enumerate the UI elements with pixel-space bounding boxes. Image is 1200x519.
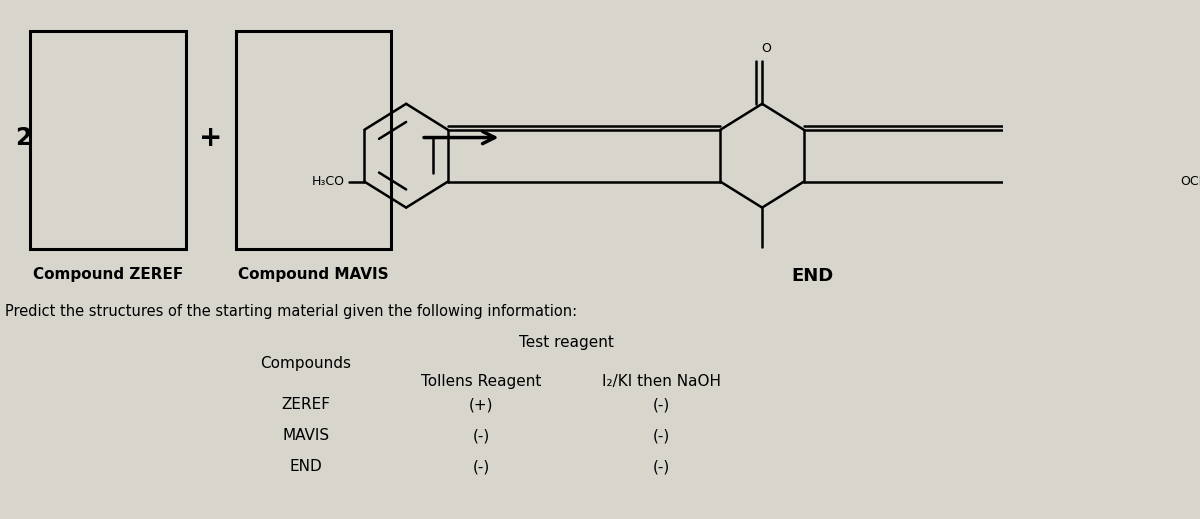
Text: Compounds: Compounds [260,356,352,371]
Text: Predict the structures of the starting material given the following information:: Predict the structures of the starting m… [5,304,577,319]
Text: (+): (+) [469,397,493,412]
Text: MAVIS: MAVIS [282,428,330,443]
Text: (-): (-) [653,459,671,474]
Text: O: O [761,42,772,55]
Text: OCH₃: OCH₃ [1180,175,1200,188]
Text: (-): (-) [473,459,490,474]
Text: (-): (-) [653,397,671,412]
Text: Test reagent: Test reagent [520,335,614,350]
Text: I₂/KI then NaOH: I₂/KI then NaOH [602,374,721,389]
Text: ZEREF: ZEREF [281,397,330,412]
Text: H₃CO: H₃CO [311,175,344,188]
Text: Compound ZEREF: Compound ZEREF [34,267,184,282]
Text: Compound MAVIS: Compound MAVIS [238,267,388,282]
Text: +: + [199,124,222,152]
Text: Tollens Reagent: Tollens Reagent [421,374,541,389]
Text: 2: 2 [16,126,31,149]
Text: (-): (-) [473,428,490,443]
Text: (-): (-) [653,428,671,443]
Text: END: END [791,267,833,285]
Text: END: END [289,459,323,474]
